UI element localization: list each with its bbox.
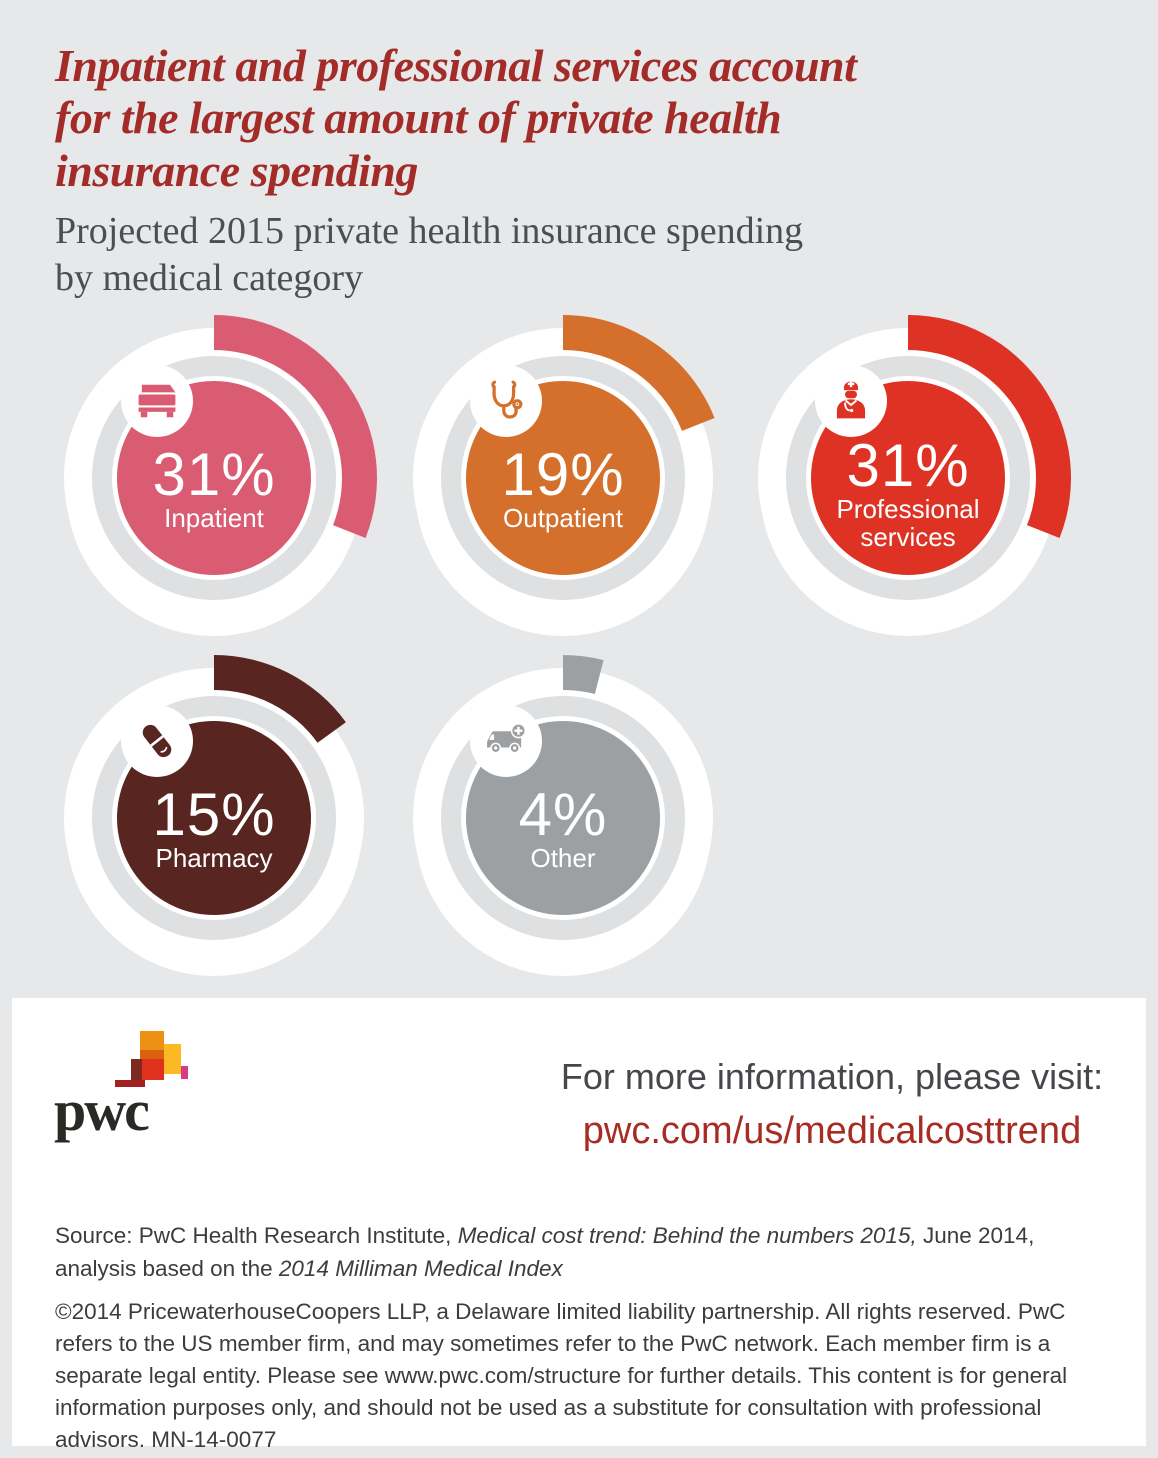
donut-label: services bbox=[860, 522, 955, 552]
donut-value: 15% bbox=[152, 781, 275, 848]
page-subtitle-line: Projected 2015 private health insurance … bbox=[55, 210, 804, 252]
info-block: For more information, please visit: pwc.… bbox=[532, 1054, 1132, 1156]
donut-arc bbox=[563, 315, 715, 431]
donut-track bbox=[441, 696, 685, 940]
info-heading: For more information, please visit: bbox=[560, 1056, 1104, 1097]
donut-value: 31% bbox=[846, 432, 969, 499]
page-subtitle: Projected 2015 private health insurance … bbox=[55, 208, 955, 302]
donut-value: 4% bbox=[519, 781, 608, 848]
donut-svg: 15%Pharmacy bbox=[64, 655, 364, 976]
source-segment: Source: PwC Health Research Institute, bbox=[55, 1223, 458, 1248]
page-title: Inpatient and professional services acco… bbox=[55, 40, 1085, 197]
page-title-line: for the largest amount of private health bbox=[55, 92, 782, 144]
donut-svg: 4%Other bbox=[413, 655, 713, 976]
donut-chart-pharmacy: 15% Pharmacy bbox=[44, 648, 384, 988]
donut-label: Other bbox=[530, 843, 595, 873]
donut-arc bbox=[563, 655, 604, 695]
donut-value: 31% bbox=[152, 441, 275, 508]
logo-block bbox=[164, 1044, 181, 1074]
donut-chart-inpatient: 31% Inpatient bbox=[44, 308, 384, 648]
donut-icon-badge bbox=[470, 365, 542, 437]
legal-note: ©2014 PricewaterhouseCoopers LLP, a Dela… bbox=[55, 1299, 1068, 1452]
donut-arc bbox=[214, 315, 377, 538]
logo-block bbox=[140, 1050, 164, 1059]
donut-label: Outpatient bbox=[503, 503, 624, 533]
source-segment: 2014 Milliman Medical Index bbox=[278, 1255, 563, 1281]
donut-arc bbox=[908, 315, 1071, 538]
pwc-logo-mosaic bbox=[113, 1028, 193, 1090]
donut-track bbox=[441, 356, 685, 600]
donut-label: Professional bbox=[836, 494, 979, 524]
donut-label: Pharmacy bbox=[155, 843, 272, 873]
logo-block bbox=[131, 1059, 142, 1080]
source-note: Source: PwC Health Research Institute, M… bbox=[55, 1220, 1075, 1285]
pwc-wordmark: pwc bbox=[54, 1078, 150, 1143]
logo-block bbox=[115, 1080, 145, 1087]
logo-block bbox=[142, 1059, 164, 1080]
page-title-line: Inpatient and professional services acco… bbox=[55, 40, 857, 91]
donut-track bbox=[786, 356, 1030, 600]
donut-track bbox=[92, 356, 336, 600]
donut-label: Inpatient bbox=[164, 503, 265, 533]
donut-chart-other: 4% Other bbox=[393, 648, 733, 988]
donut-track bbox=[92, 696, 336, 940]
source-segment: Medical cost trend: Behind the numbers 2… bbox=[457, 1223, 917, 1248]
info-url: pwc.com/us/medicalcosttrend bbox=[582, 1109, 1082, 1152]
source-segment: June 2014, analysis based on the bbox=[55, 1223, 1035, 1281]
donut-arc bbox=[214, 655, 346, 743]
donut-chart-professional-services: 31% Professional services bbox=[738, 308, 1078, 648]
donut-svg: 19%Outpatient bbox=[413, 315, 715, 636]
page-subtitle-line: by medical category bbox=[55, 257, 364, 300]
donut-svg: 31%Inpatient bbox=[64, 315, 377, 636]
donut-value: 19% bbox=[501, 441, 624, 508]
footer-panel: pwc For more information, please visit: … bbox=[12, 998, 1146, 1452]
donut-chart-outpatient: 19% Outpatient bbox=[393, 308, 733, 648]
page-title-line: insurance spending bbox=[55, 144, 418, 196]
logo-block bbox=[181, 1066, 188, 1079]
